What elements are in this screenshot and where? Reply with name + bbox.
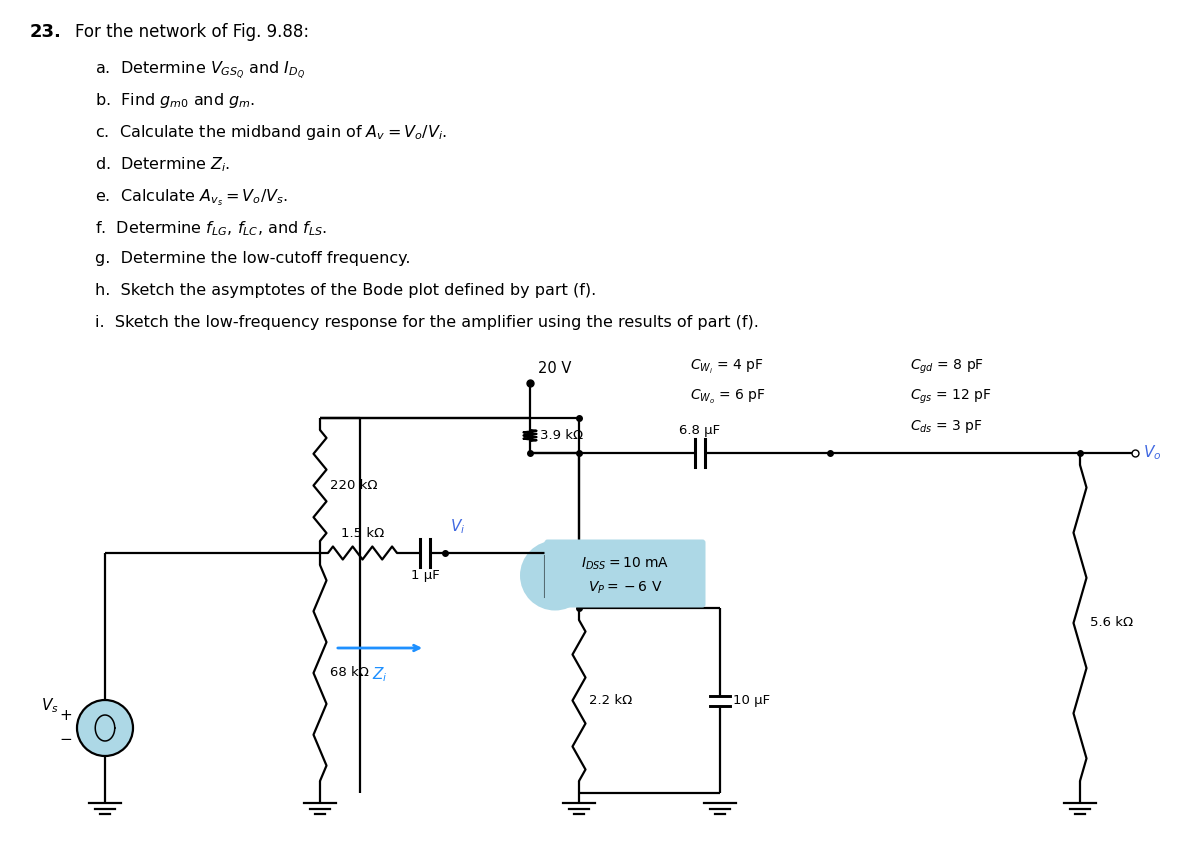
Text: $I_{DSS} = 10$ mA: $I_{DSS} = 10$ mA bbox=[581, 555, 670, 571]
Text: For the network of Fig. 9.88:: For the network of Fig. 9.88: bbox=[74, 23, 310, 41]
Text: $V_o$: $V_o$ bbox=[1144, 444, 1162, 462]
Text: i.  Sketch the low-frequency response for the amplifier using the results of par: i. Sketch the low-frequency response for… bbox=[95, 315, 758, 330]
Text: $C_{gd}$ = 8 pF: $C_{gd}$ = 8 pF bbox=[910, 358, 984, 377]
Text: c.  Calculate the midband gain of $A_v = V_o/V_i$.: c. Calculate the midband gain of $A_v = … bbox=[95, 123, 448, 142]
Text: $V_s$: $V_s$ bbox=[41, 697, 59, 716]
Text: 1 μF: 1 μF bbox=[410, 569, 439, 582]
Text: 23.: 23. bbox=[30, 23, 62, 41]
Text: a.  Determine $V_{GS_Q}$ and $I_{D_Q}$: a. Determine $V_{GS_Q}$ and $I_{D_Q}$ bbox=[95, 59, 305, 81]
Text: $C_{ds}$ = 3 pF: $C_{ds}$ = 3 pF bbox=[910, 418, 983, 435]
Text: +: + bbox=[59, 709, 72, 723]
Text: h.  Sketch the asymptotes of the Bode plot defined by part (f).: h. Sketch the asymptotes of the Bode plo… bbox=[95, 283, 596, 298]
Circle shape bbox=[520, 541, 590, 611]
Text: $Z_i$: $Z_i$ bbox=[372, 665, 388, 684]
Text: 20 V: 20 V bbox=[538, 361, 571, 376]
Text: $C_{W_o}$ = 6 pF: $C_{W_o}$ = 6 pF bbox=[690, 388, 766, 406]
Text: 220 kΩ: 220 kΩ bbox=[330, 479, 378, 492]
Text: b.  Find $g_{m0}$ and $g_m$.: b. Find $g_{m0}$ and $g_m$. bbox=[95, 91, 256, 110]
Text: $V_P = -6$ V: $V_P = -6$ V bbox=[588, 579, 662, 595]
Text: 68 kΩ: 68 kΩ bbox=[330, 667, 368, 680]
Text: g.  Determine the low-cutoff frequency.: g. Determine the low-cutoff frequency. bbox=[95, 251, 410, 266]
Text: $C_{gs}$ = 12 pF: $C_{gs}$ = 12 pF bbox=[910, 388, 991, 407]
Text: 2.2 kΩ: 2.2 kΩ bbox=[589, 694, 632, 707]
Text: e.  Calculate $A_{v_s} = V_o/V_s$.: e. Calculate $A_{v_s} = V_o/V_s$. bbox=[95, 187, 288, 208]
Text: $V_i$: $V_i$ bbox=[450, 517, 466, 536]
FancyBboxPatch shape bbox=[545, 540, 706, 607]
Circle shape bbox=[77, 700, 133, 756]
Text: 5.6 kΩ: 5.6 kΩ bbox=[1090, 617, 1133, 630]
Text: f.  Determine $f_{LG}$, $f_{LC}$, and $f_{LS}$.: f. Determine $f_{LG}$, $f_{LC}$, and $f_… bbox=[95, 219, 328, 238]
Text: −: − bbox=[59, 733, 72, 747]
Text: 3.9 kΩ: 3.9 kΩ bbox=[540, 429, 583, 442]
Text: $C_{W_i}$ = 4 pF: $C_{W_i}$ = 4 pF bbox=[690, 358, 763, 376]
Text: d.  Determine $Z_i$.: d. Determine $Z_i$. bbox=[95, 155, 230, 173]
Text: 1.5 kΩ: 1.5 kΩ bbox=[341, 527, 384, 540]
Text: 10 μF: 10 μF bbox=[733, 694, 770, 707]
Text: 6.8 μF: 6.8 μF bbox=[679, 424, 720, 437]
